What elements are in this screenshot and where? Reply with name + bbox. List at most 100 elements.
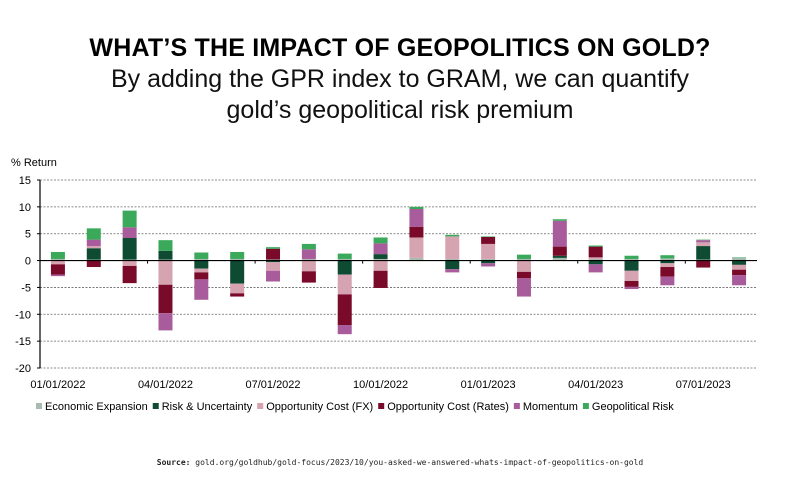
bar-geopolitical-risk <box>732 257 747 258</box>
chart-title: WHAT’S THE IMPACT OF GEOPOLITICS ON GOLD… <box>89 34 711 62</box>
bar-economic-expansion <box>445 258 460 261</box>
bar-opportunity-cost-rates- <box>624 280 639 287</box>
bar-geopolitical-risk <box>86 228 101 240</box>
y-tick-label: -10 <box>15 309 31 321</box>
bar-opportunity-cost-fx- <box>158 260 173 285</box>
bar-geopolitical-risk <box>516 254 531 259</box>
bar-momentum <box>194 279 209 300</box>
bar-opportunity-cost-rates- <box>86 260 101 268</box>
bar-geopolitical-risk <box>230 251 245 259</box>
bar-opportunity-cost-rates- <box>732 269 747 276</box>
bar-economic-expansion <box>50 258 65 261</box>
bar-geopolitical-risk <box>122 210 137 228</box>
bar-opportunity-cost-rates- <box>481 236 496 244</box>
bar-opportunity-cost-rates- <box>552 246 567 256</box>
x-tick-label: 10/01/2022 <box>353 379 408 391</box>
y-tick-label: -5 <box>21 282 31 294</box>
bar-geopolitical-risk <box>409 206 424 210</box>
bar-momentum <box>516 278 531 297</box>
bar-momentum <box>588 264 603 273</box>
y-tick-label: 10 <box>19 202 31 214</box>
bar-risk-uncertainty <box>373 254 388 259</box>
legend-item: Momentum <box>523 401 578 413</box>
bar-geopolitical-risk <box>445 234 460 237</box>
bar-economic-expansion <box>409 257 424 261</box>
bar-risk-uncertainty <box>552 255 567 258</box>
bar-risk-uncertainty <box>588 260 603 265</box>
bar-opportunity-cost-rates- <box>516 271 531 279</box>
y-tick-label: 15 <box>19 175 31 187</box>
legend-item: Economic Expansion <box>45 401 148 413</box>
bar-opportunity-cost-fx- <box>301 260 316 272</box>
bar-geopolitical-risk <box>337 253 352 259</box>
bar-opportunity-cost-rates- <box>230 293 245 297</box>
bar-risk-uncertainty <box>122 238 137 260</box>
bar-momentum <box>696 240 711 243</box>
chart-subtitle: By adding the GPR index to GRAM, we can … <box>0 64 800 126</box>
x-tick-label: 01/01/2023 <box>461 379 516 391</box>
source-note: Source: gold.org/goldhub/gold-focus/2023… <box>0 458 800 467</box>
bar-geopolitical-risk <box>660 255 675 259</box>
bar-opportunity-cost-rates- <box>50 264 65 275</box>
bar-geopolitical-risk <box>373 237 388 244</box>
bar-momentum <box>732 275 747 286</box>
bar-momentum <box>624 286 639 290</box>
bar-opportunity-cost-fx- <box>266 262 281 271</box>
y-axis-label: % Return <box>11 157 57 169</box>
bar-opportunity-cost-rates- <box>337 294 352 326</box>
source-label: Source: <box>156 458 191 467</box>
bar-risk-uncertainty <box>696 246 711 260</box>
bar-opportunity-cost-rates- <box>158 284 173 314</box>
bar-opportunity-cost-fx- <box>337 274 352 295</box>
bar-momentum <box>50 274 65 277</box>
bar-geopolitical-risk <box>50 251 65 259</box>
bar-opportunity-cost-fx- <box>86 246 101 249</box>
bar-opportunity-cost-fx- <box>516 260 531 272</box>
bar-opportunity-cost-rates- <box>266 248 281 260</box>
bar-opportunity-cost-fx- <box>660 263 675 268</box>
bar-momentum <box>158 313 173 331</box>
bar-opportunity-cost-fx- <box>624 270 639 281</box>
bar-economic-expansion <box>516 258 531 261</box>
bar-opportunity-cost-fx- <box>445 236 460 259</box>
bar-economic-expansion <box>301 258 316 261</box>
bar-opportunity-cost-fx- <box>373 260 388 271</box>
bar-opportunity-cost-rates- <box>696 260 711 268</box>
bar-economic-expansion <box>732 257 747 261</box>
bar-geopolitical-risk <box>624 255 639 259</box>
bar-opportunity-cost-rates- <box>373 270 388 288</box>
bar-economic-expansion <box>337 258 352 261</box>
bar-economic-expansion <box>194 258 209 261</box>
bar-economic-expansion <box>230 258 245 261</box>
bar-momentum <box>266 270 281 282</box>
bar-opportunity-cost-rates- <box>660 267 675 277</box>
bar-geopolitical-risk <box>301 243 316 250</box>
legend-swatch <box>152 403 159 409</box>
bar-risk-uncertainty <box>230 260 245 284</box>
bar-economic-expansion <box>624 258 639 261</box>
source-url: gold.org/goldhub/gold-focus/2023/10/you-… <box>195 458 644 467</box>
stacked-bar-chart: % Return 15 10 5 0 -5 -10 -15 -20 01/01/2022 04/01… <box>11 157 757 413</box>
bar-risk-uncertainty <box>194 260 209 269</box>
legend-item: Geopolitical Risk <box>592 401 674 413</box>
bar-opportunity-cost-fx- <box>696 242 711 247</box>
bar-risk-uncertainty <box>445 260 460 270</box>
bar-risk-uncertainty <box>732 260 747 265</box>
bar-opportunity-cost-fx- <box>481 243 496 259</box>
bar-economic-expansion <box>552 257 567 261</box>
legend-swatch <box>513 403 520 409</box>
legend-swatch <box>36 403 42 409</box>
bar-risk-uncertainty <box>481 260 496 264</box>
bar-economic-expansion <box>660 258 675 261</box>
y-tick-label: 5 <box>25 229 31 241</box>
bar-risk-uncertainty <box>337 260 352 275</box>
legend-item: Risk & Uncertainty <box>162 401 253 413</box>
bar-opportunity-cost-fx- <box>122 260 137 266</box>
bar-opportunity-cost-rates- <box>409 226 424 238</box>
bar-economic-expansion <box>588 258 603 261</box>
y-tick-label: -15 <box>15 336 31 348</box>
bar-geopolitical-risk <box>481 236 496 237</box>
y-tick-label: -20 <box>15 363 31 375</box>
bar-geopolitical-risk <box>696 239 711 241</box>
bar-momentum <box>409 209 424 227</box>
